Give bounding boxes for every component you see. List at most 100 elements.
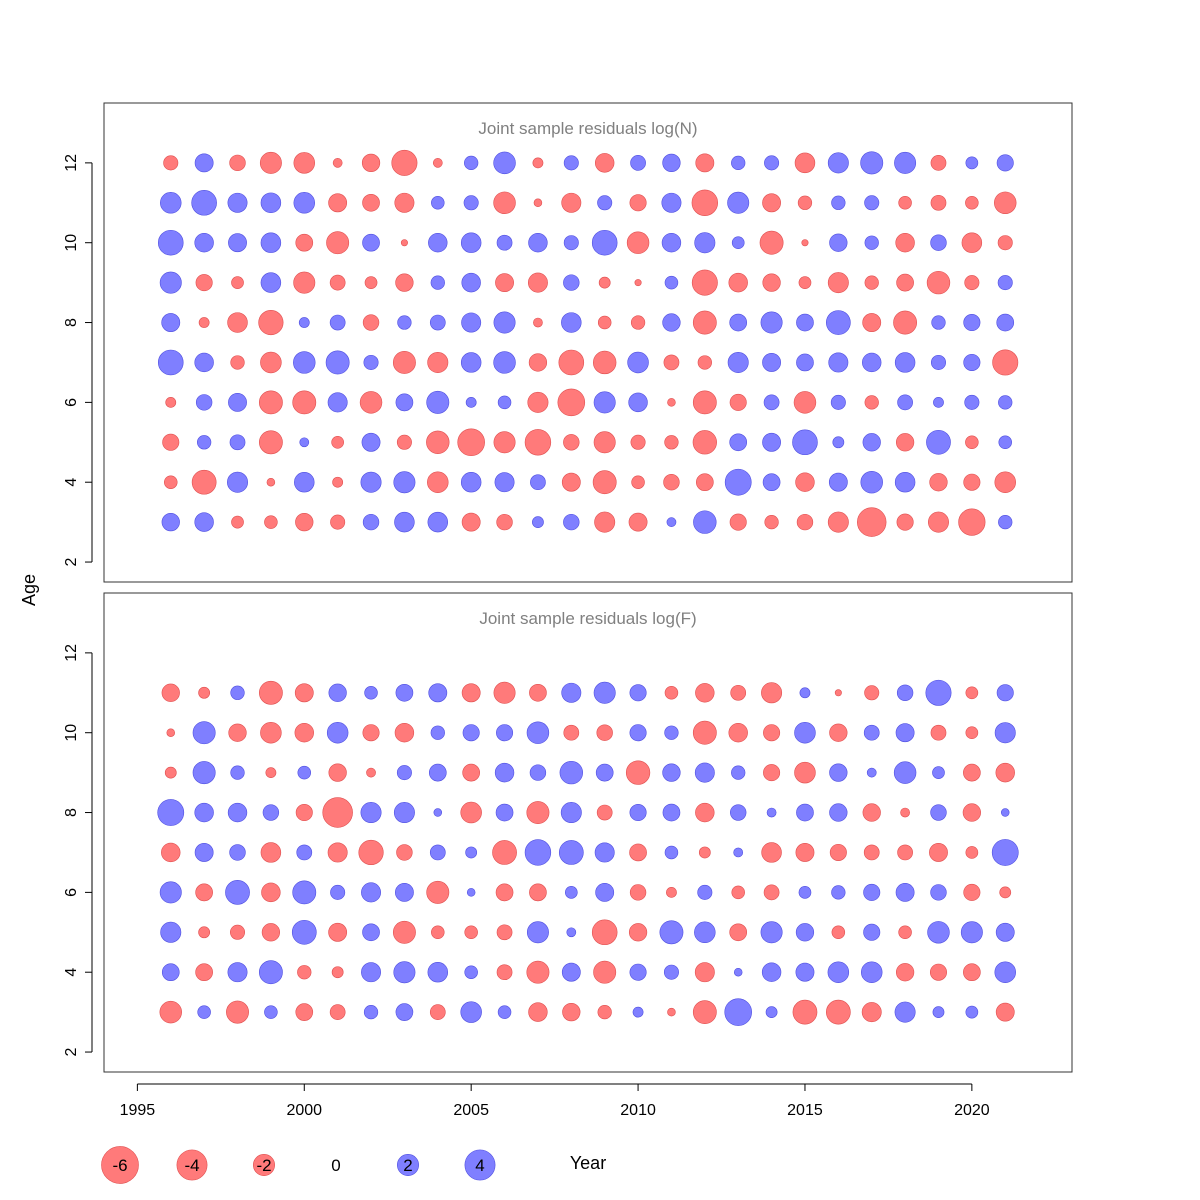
bubble-2008-age12 bbox=[563, 155, 579, 171]
bubble-2008-age6 bbox=[564, 886, 578, 899]
bubble-2010-age3 bbox=[632, 1006, 644, 1018]
bubble-2012-age4 bbox=[696, 473, 714, 492]
bubble-2014-age11 bbox=[762, 193, 781, 213]
bubble-1997-age7 bbox=[194, 843, 214, 862]
bubble-2009-age6 bbox=[595, 882, 615, 902]
bubble-2011-age4 bbox=[663, 964, 679, 980]
bubble-2011-age3 bbox=[666, 517, 677, 527]
bubble-2017-age8 bbox=[862, 313, 882, 332]
bubble-2008-age10 bbox=[563, 235, 579, 251]
bubble-2016-age4 bbox=[827, 961, 850, 983]
legend-bubble bbox=[253, 1154, 275, 1176]
bubble-2018-age6 bbox=[895, 882, 915, 902]
bubble-2021-age4 bbox=[994, 961, 1016, 983]
bubble-2018-age9 bbox=[896, 273, 914, 292]
bubble-2002-age11 bbox=[362, 193, 380, 212]
bubble-2002-age7 bbox=[358, 839, 384, 866]
bubble-2020-age10 bbox=[965, 726, 979, 740]
bubble-1997-age9 bbox=[195, 274, 213, 292]
bubble-2016-age3 bbox=[827, 511, 849, 533]
bubble-2019-age5 bbox=[926, 429, 951, 455]
bubble-2018-age4 bbox=[894, 471, 916, 493]
bubble-2004-age6 bbox=[426, 880, 450, 904]
bubble-1997-age3 bbox=[194, 512, 214, 532]
bubble-2001-age8 bbox=[329, 314, 346, 331]
bubble-1996-age11 bbox=[160, 192, 182, 214]
bubble-2006-age6 bbox=[497, 395, 512, 410]
bubble-2015-age5 bbox=[795, 923, 815, 942]
bubble-2013-age10 bbox=[731, 236, 745, 250]
bubble-2006-age9 bbox=[494, 762, 515, 783]
legend-label: 2 bbox=[403, 1156, 412, 1175]
panel-2: Joint sample residuals log(F) 2 4 6 8 10 12 bbox=[63, 592, 1073, 1073]
bubble-2006-age10 bbox=[496, 234, 513, 251]
bubble-2016-age11 bbox=[834, 689, 842, 697]
panel-1: Joint sample residuals log(N) 2 4 6 8 10 12 bbox=[63, 102, 1073, 583]
bubble-2019-age9 bbox=[926, 270, 951, 295]
bubble-2020-age8 bbox=[962, 803, 981, 822]
bubble-2004-age3 bbox=[427, 511, 449, 533]
bubble-1998-age4 bbox=[227, 471, 248, 493]
bubble-2021-age3 bbox=[995, 1002, 1015, 1022]
bubble-2011-age3 bbox=[667, 1007, 676, 1017]
bubble-2003-age4 bbox=[393, 961, 416, 984]
bubble-2008-age5 bbox=[566, 927, 577, 938]
bubble-1998-age7 bbox=[229, 844, 246, 861]
bubble-1996-age8 bbox=[161, 313, 181, 332]
bubble-1999-age11 bbox=[260, 192, 282, 214]
bubble-2009-age8 bbox=[596, 804, 613, 821]
bubble-1996-age10 bbox=[166, 728, 176, 737]
bubble-2013-age7 bbox=[733, 847, 744, 858]
bubble-2003-age8 bbox=[397, 315, 412, 330]
bubble-2001-age11 bbox=[328, 193, 348, 213]
bubble-2006-age5 bbox=[493, 431, 516, 454]
bubble-2014-age3 bbox=[765, 1006, 778, 1019]
legend-item: -6 bbox=[101, 1146, 139, 1184]
bubble-2004-age8 bbox=[433, 808, 443, 817]
bubble-2013-age11 bbox=[730, 684, 747, 701]
bubble-2009-age9 bbox=[598, 276, 611, 289]
bubble-2000-age11 bbox=[294, 683, 314, 703]
bubble-2020-age6 bbox=[963, 883, 981, 901]
bubble-2004-age11 bbox=[431, 196, 445, 210]
bubble-2012-age5 bbox=[692, 430, 717, 455]
bubble-2000-age6 bbox=[292, 880, 317, 905]
bubble-2021-age6 bbox=[998, 395, 1013, 410]
bubble-1999-age5 bbox=[258, 430, 283, 455]
bubble-2021-age7 bbox=[991, 839, 1019, 866]
bubble-2013-age8 bbox=[730, 804, 747, 821]
bubble-2021-age7 bbox=[992, 349, 1019, 376]
bubble-2010-age9 bbox=[634, 279, 642, 287]
bubble-2014-age10 bbox=[763, 724, 781, 742]
bubble-2012-age10 bbox=[694, 232, 716, 254]
legend-label: -4 bbox=[184, 1156, 199, 1175]
bubble-1997-age7 bbox=[194, 352, 214, 373]
legend: -6 -4 -2 0 2 4 bbox=[101, 1146, 496, 1184]
bubble-2008-age9 bbox=[563, 274, 580, 291]
bubble-2016-age8 bbox=[829, 803, 848, 822]
bubble-2005-age4 bbox=[460, 471, 482, 493]
bubble-2009-age5 bbox=[593, 431, 616, 454]
bubble-2001-age5 bbox=[331, 435, 344, 449]
bubble-2019-age11 bbox=[925, 679, 952, 706]
bubble-2015-age4 bbox=[795, 962, 815, 982]
bubble-2009-age10 bbox=[596, 724, 613, 741]
bubble-2002-age5 bbox=[361, 432, 381, 452]
bubble-2004-age4 bbox=[427, 961, 449, 983]
y-tick-label: 12 bbox=[63, 154, 80, 172]
bubble-2015-age11 bbox=[797, 195, 813, 210]
legend-bubble bbox=[397, 1154, 419, 1176]
bubble-2000-age12 bbox=[293, 152, 316, 174]
x-axis-title: Year bbox=[570, 1153, 606, 1173]
bubble-2004-age7 bbox=[427, 351, 449, 373]
bubble-2017-age10 bbox=[864, 235, 879, 250]
bubble-2003-age5 bbox=[396, 434, 412, 450]
bubble-1996-age4 bbox=[164, 475, 178, 489]
bubble-2009-age3 bbox=[594, 511, 616, 533]
bubble-2004-age9 bbox=[428, 763, 447, 782]
panel-title: Joint sample residuals log(F) bbox=[479, 609, 696, 628]
bubble-2018-age12 bbox=[894, 151, 917, 174]
bubble-2012-age9 bbox=[694, 762, 715, 783]
bubble-1996-age12 bbox=[163, 155, 179, 171]
bubble-2010-age8 bbox=[630, 315, 646, 330]
